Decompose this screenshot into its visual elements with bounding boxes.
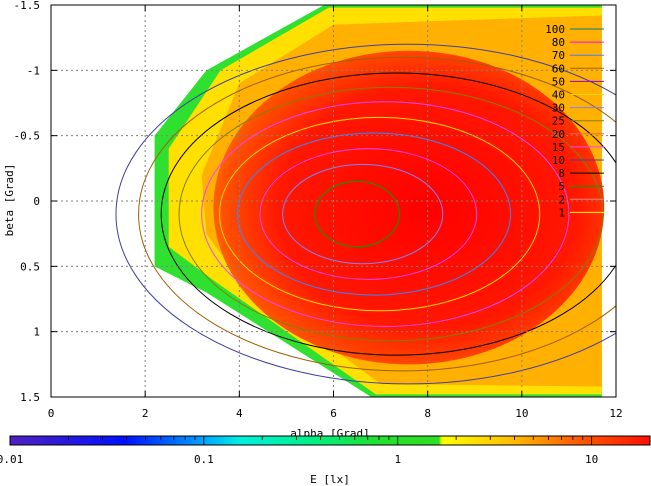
- legend-entry-label: 60: [552, 62, 565, 75]
- y-tick-label: 0.5: [20, 260, 40, 273]
- contour-line: [314, 180, 400, 248]
- colorbar-tick-label: 0.01: [0, 453, 23, 466]
- contour-line: [178, 86, 604, 342]
- x-tick-label: 8: [424, 407, 431, 420]
- x-tick-label: 6: [330, 407, 337, 420]
- colorbar-label: E [lx]: [310, 473, 350, 486]
- legend-entry-label: 80: [552, 36, 565, 49]
- contour-line: [138, 56, 616, 372]
- legend-entry-label: 40: [552, 89, 565, 102]
- contour-line: [115, 43, 616, 385]
- legend-entry-label: 50: [552, 75, 565, 88]
- colorbar-tick-label: 10: [585, 453, 598, 466]
- y-tick-label: -1.5: [14, 0, 41, 12]
- contour-line: [259, 148, 478, 280]
- y-tick-label: 0: [33, 195, 40, 208]
- legend-entry-label: 100: [545, 23, 565, 36]
- x-tick-label: 12: [609, 407, 622, 420]
- grid-lines: [51, 5, 616, 397]
- contour-line: [160, 72, 616, 356]
- x-tick-label: 10: [515, 407, 528, 420]
- y-tick-label: -1: [27, 64, 40, 77]
- y-tick-label: 1.5: [20, 391, 40, 404]
- contour-line: [282, 163, 444, 265]
- x-tick-label: 2: [142, 407, 149, 420]
- contour-line: [201, 101, 570, 327]
- y-axis-ticks: -1.5 -1 -0.5 0 0.5 1 1.5: [14, 0, 616, 404]
- region-red: [213, 50, 605, 365]
- legend-entry-label: 10: [552, 154, 565, 167]
- legend-entry-label: 15: [552, 141, 565, 154]
- y-tick-label: -0.5: [14, 130, 41, 143]
- legend-entry-label: 25: [552, 115, 565, 128]
- colorbar-ticks: 0.01 0.1 1 10: [0, 436, 651, 466]
- colorbar: [9, 435, 651, 446]
- y-tick-label: 1: [33, 326, 40, 339]
- contour-lines: [115, 43, 616, 385]
- contour-line: [219, 116, 541, 312]
- legend-entry-label: 2: [558, 193, 565, 206]
- colorbar-tick-label: 1: [394, 453, 401, 466]
- legend-entry-label: 8: [558, 167, 565, 180]
- x-axis-ticks: 0 2 4 6 8 10 12: [48, 5, 623, 420]
- legend-entry-label: 20: [552, 128, 565, 141]
- legend-entry-label: 5: [558, 180, 565, 193]
- colorbar-tick-label: 0.1: [194, 453, 214, 466]
- y-axis-label: beta [Grad]: [3, 164, 16, 237]
- contour-line: [236, 132, 512, 296]
- legend-entry-label: 1: [558, 206, 565, 219]
- legend-entry-label: 70: [552, 49, 565, 62]
- x-tick-label: 4: [236, 407, 243, 420]
- legend-entry-label: 30: [552, 102, 565, 115]
- x-tick-label: 0: [48, 407, 55, 420]
